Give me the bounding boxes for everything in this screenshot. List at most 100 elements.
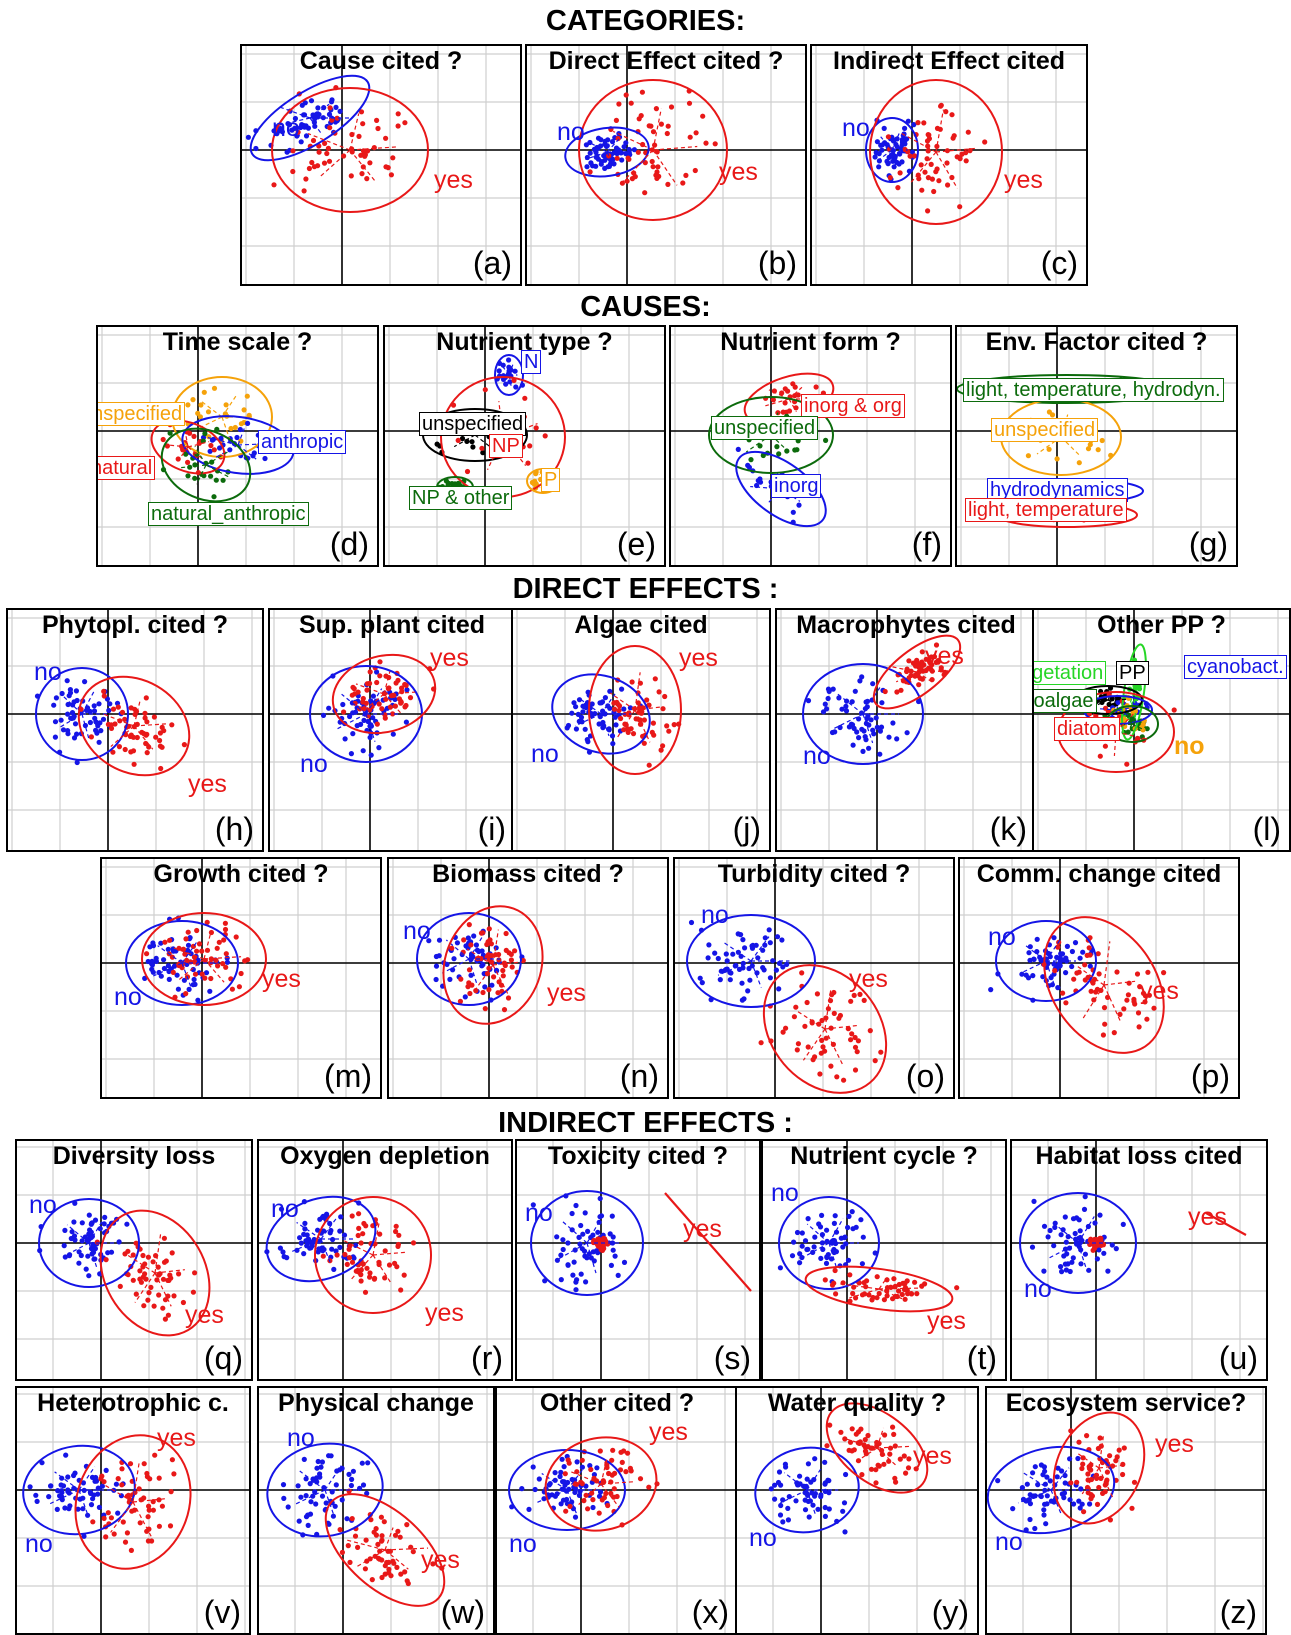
panel-title: Macrophytes cited [796, 611, 1016, 639]
data-point [573, 1287, 579, 1293]
data-point [396, 696, 402, 702]
chart-svg-k [777, 610, 1035, 850]
centroid-spoke [178, 958, 205, 981]
centroid-spoke [806, 1223, 830, 1244]
centroid-spoke [383, 693, 402, 714]
data-point [1010, 1506, 1016, 1512]
data-point [191, 433, 197, 439]
data-point [124, 1221, 130, 1227]
data-point [338, 1214, 344, 1220]
data-point [780, 1519, 786, 1525]
data-point [383, 135, 389, 141]
data-point [650, 164, 656, 170]
data-point [469, 982, 475, 988]
data-point [842, 1436, 848, 1442]
centroid-spoke [788, 398, 797, 413]
data-point [558, 1469, 564, 1475]
data-point [832, 1213, 838, 1219]
data-point [1046, 446, 1052, 452]
group-label: unspecified [98, 402, 186, 426]
data-point [46, 1494, 52, 1500]
data-point [658, 121, 664, 127]
data-point [1068, 1480, 1074, 1486]
centroid-spoke [586, 1215, 604, 1244]
data-point [868, 717, 874, 723]
data-point [609, 139, 616, 145]
confidence-ellipse [802, 663, 924, 765]
data-point [1121, 1445, 1127, 1451]
data-point [482, 387, 488, 393]
data-point [48, 1483, 54, 1489]
chart-panel-z: no yes Ecosystem service? (z) [985, 1386, 1267, 1635]
data-point [61, 1243, 67, 1249]
panel-letter: (e) [616, 526, 656, 562]
centroid-spoke [203, 931, 212, 960]
data-point [805, 698, 812, 704]
centroid-spoke [196, 464, 207, 485]
data-point [62, 1227, 68, 1233]
data-point [317, 1471, 323, 1477]
data-point [926, 658, 933, 664]
data-point [963, 158, 969, 164]
data-point [1067, 1497, 1073, 1503]
data-point [320, 712, 327, 718]
data-point [564, 725, 570, 731]
data-point [503, 930, 509, 937]
data-point [1084, 952, 1090, 958]
data-point [896, 1288, 902, 1294]
data-point [298, 1240, 304, 1246]
data-point [924, 138, 931, 144]
data-point [900, 1280, 906, 1286]
group-label: no [287, 1424, 315, 1452]
data-point [843, 703, 849, 709]
data-point [922, 1281, 928, 1287]
data-point [815, 1506, 821, 1512]
data-point [502, 962, 508, 969]
data-point [349, 1516, 355, 1522]
data-point [693, 130, 699, 136]
data-point [816, 1021, 822, 1027]
data-point [187, 935, 193, 941]
data-point [1094, 1501, 1101, 1507]
centroid-spoke [745, 434, 772, 453]
data-point [757, 443, 763, 449]
confidence-ellipse [160, 427, 252, 503]
centroid-spoke [384, 1547, 429, 1551]
data-point [776, 960, 783, 966]
data-point [144, 719, 150, 725]
data-point [355, 1544, 361, 1550]
data-point [804, 999, 810, 1006]
data-point [167, 1272, 173, 1278]
data-point [223, 402, 229, 408]
data-point [860, 748, 866, 754]
data-point [376, 701, 382, 707]
confidence-ellipse [564, 126, 650, 178]
data-point [838, 1429, 844, 1435]
data-point [371, 145, 377, 151]
data-point [626, 146, 632, 153]
data-point [1097, 753, 1103, 759]
data-point [81, 1487, 87, 1493]
data-point [582, 1253, 588, 1259]
data-point [1058, 1232, 1064, 1238]
panel-title: Ecosystem service? [1005, 1389, 1247, 1417]
data-point [825, 1006, 831, 1012]
panel-title: Indirect Effect cited [833, 47, 1065, 75]
data-point [1045, 950, 1051, 956]
data-point [895, 185, 901, 191]
data-point [105, 721, 111, 727]
data-point [146, 1290, 152, 1296]
data-point [794, 1229, 801, 1236]
data-point [954, 1285, 960, 1291]
centroid-spoke [215, 444, 239, 459]
data-point [79, 1220, 85, 1226]
centroid-spoke [916, 658, 924, 673]
data-point [500, 362, 506, 368]
data-point [136, 1486, 142, 1492]
panel-letter: (r) [471, 1340, 503, 1376]
data-point [652, 142, 658, 148]
data-point [296, 1518, 302, 1524]
data-point [925, 148, 931, 154]
data-point [1052, 1220, 1058, 1226]
data-point [618, 150, 624, 156]
